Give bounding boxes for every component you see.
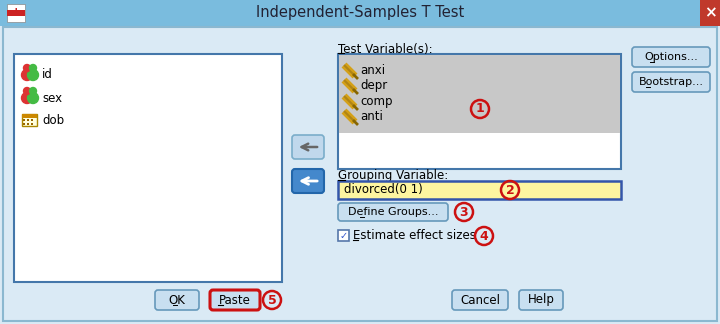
Bar [338,181,621,199]
FancyBboxPatch shape [632,47,710,67]
Text: anxi: anxi [360,64,385,77]
Text: Cancel: Cancel [460,294,500,307]
Text: Help: Help [528,294,554,307]
Text: comp: comp [360,96,392,109]
Bar [31,123,33,125]
Text: Define Groups...: Define Groups... [348,207,438,217]
Text: 2: 2 [505,183,514,196]
Bar [700,0,720,26]
Circle shape [22,92,32,103]
Bar [0,0,720,26]
Bar [22,114,37,118]
Text: Test Variable(s):: Test Variable(s): [338,42,433,55]
Text: Paste: Paste [219,294,251,307]
Circle shape [24,87,30,95]
FancyBboxPatch shape [292,135,324,159]
Text: Bootstrap...: Bootstrap... [639,77,703,87]
Bar [31,119,33,121]
Circle shape [27,70,38,80]
Bar [7,10,25,16]
Bar [23,119,25,121]
Circle shape [27,92,38,103]
Bar [23,123,25,125]
Bar [27,123,29,125]
Bar [0,0,720,26]
Text: Estimate effect sizes: Estimate effect sizes [353,229,476,242]
FancyBboxPatch shape [452,290,508,310]
Bar [338,230,349,241]
Text: Independent-Samples T Test: Independent-Samples T Test [256,6,464,20]
Text: 4: 4 [480,229,488,242]
Text: depr: depr [360,79,387,92]
Text: sex: sex [42,91,62,105]
Bar [14,54,282,282]
Circle shape [24,64,30,72]
Text: ×: × [703,6,716,20]
Text: anti: anti [360,110,383,123]
Text: divorced(0 1): divorced(0 1) [344,183,423,196]
Bar [338,54,621,169]
Text: +: + [11,6,22,19]
Text: dob: dob [42,114,64,128]
Text: Grouping Variable:: Grouping Variable: [338,169,449,182]
FancyBboxPatch shape [338,203,448,221]
Circle shape [22,70,32,80]
Text: Options...: Options... [644,52,698,62]
FancyBboxPatch shape [292,169,324,193]
Circle shape [30,87,37,95]
FancyBboxPatch shape [155,290,199,310]
Bar [27,119,29,121]
Text: 5: 5 [268,294,276,307]
Text: 3: 3 [459,205,468,218]
Bar [7,4,25,22]
Bar [339,55,620,133]
Text: ✓: ✓ [339,230,348,240]
FancyBboxPatch shape [632,72,710,92]
Bar [22,114,37,126]
Text: 1: 1 [476,102,485,115]
Circle shape [30,64,37,72]
FancyBboxPatch shape [519,290,563,310]
FancyBboxPatch shape [210,290,260,310]
Text: OK: OK [168,294,186,307]
Text: id: id [42,68,53,82]
